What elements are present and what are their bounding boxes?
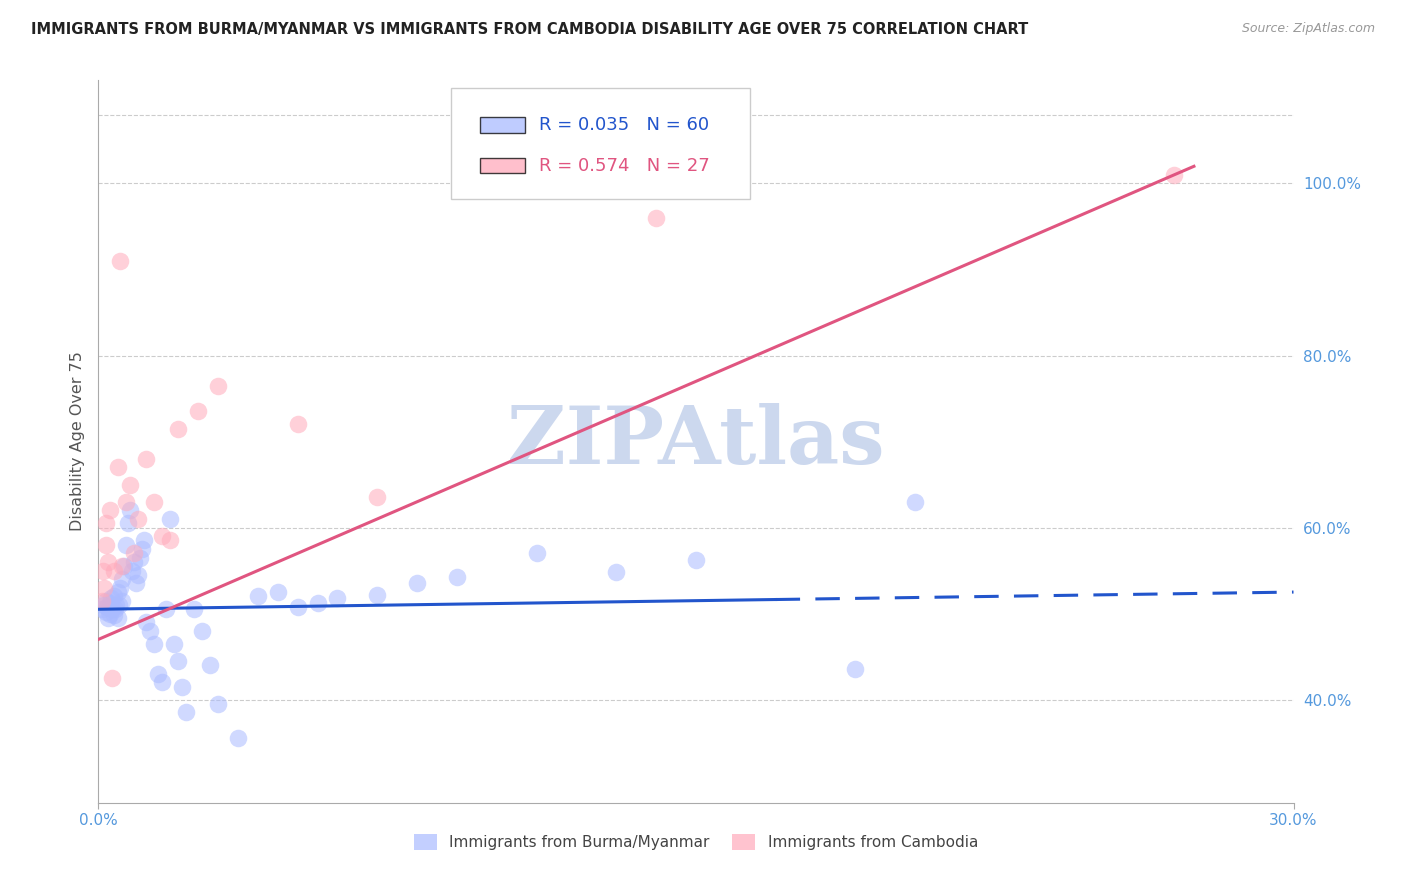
Point [97,555,120,569]
Point [107,611,129,625]
Point [131,542,153,557]
Point [127,567,149,582]
Point [159,533,181,548]
Text: R = 0.574   N = 27: R = 0.574 N = 27 [540,156,710,175]
Point [406,576,429,591]
Point [94,538,117,552]
Y-axis label: Disability Age Over 75: Disability Age Over 75 [69,351,84,532]
Point [120,477,142,491]
Point [366,588,388,602]
Point [127,512,149,526]
Point [198,658,221,673]
Point [98,596,121,610]
FancyBboxPatch shape [451,87,749,200]
Point [267,585,290,599]
Point [446,570,468,584]
Point [246,590,269,604]
Point [101,602,124,616]
Point [139,624,162,638]
Point [93,598,115,612]
Point [1163,168,1185,182]
Point [150,675,173,690]
Point [111,559,134,574]
Point [605,566,627,580]
Point [94,605,117,619]
Point [645,211,668,225]
Point [143,637,166,651]
Point [107,585,129,599]
Point [904,494,927,508]
Point [107,460,129,475]
Text: R = 0.035   N = 60: R = 0.035 N = 60 [540,116,710,134]
Point [287,599,309,614]
Point [125,576,148,591]
Point [108,598,131,612]
Point [174,706,197,720]
Point [105,598,128,612]
Point [100,591,122,606]
Point [110,581,132,595]
Point [101,671,124,685]
Point [97,611,120,625]
Point [115,538,138,552]
Point [96,516,118,531]
Point [124,555,146,569]
Legend: Immigrants from Burma/Myanmar, Immigrants from Cambodia: Immigrants from Burma/Myanmar, Immigrant… [408,829,984,856]
Point [159,512,181,526]
Point [93,581,115,595]
Text: ZIPAtlas: ZIPAtlas [508,402,884,481]
Point [98,607,122,621]
Point [287,417,309,432]
Point [526,546,548,560]
Point [226,731,249,746]
Point [207,697,229,711]
Text: Source: ZipAtlas.com: Source: ZipAtlas.com [1241,22,1375,36]
Point [307,596,329,610]
Point [110,593,132,607]
Point [685,553,707,567]
Point [143,494,166,508]
Point [98,503,122,517]
Point [134,533,156,548]
Point [117,516,139,531]
Point [326,591,349,606]
Point [187,404,209,418]
FancyBboxPatch shape [479,117,524,133]
Point [207,378,229,392]
Point [91,564,114,578]
Text: IMMIGRANTS FROM BURMA/MYANMAR VS IMMIGRANTS FROM CAMBODIA DISABILITY AGE OVER 75: IMMIGRANTS FROM BURMA/MYANMAR VS IMMIGRA… [31,22,1028,37]
Point [167,422,190,436]
Point [91,602,114,616]
Point [103,590,125,604]
Point [124,546,146,560]
Point [90,593,112,607]
Point [844,663,866,677]
Point [183,602,205,616]
Point [110,253,132,268]
Point [163,637,186,651]
Point [150,529,173,543]
Point [191,624,214,638]
Point [104,602,127,616]
Point [103,564,125,578]
Point [121,564,143,578]
Point [135,615,157,630]
Point [172,680,194,694]
FancyBboxPatch shape [479,158,524,173]
Point [103,608,125,623]
Point [129,550,152,565]
Point [111,572,134,586]
Point [96,599,118,614]
Point [155,602,177,616]
Point [120,503,142,517]
Point [112,559,135,574]
Point [96,593,118,607]
Point [366,491,388,505]
Point [115,494,138,508]
Point [148,666,170,681]
Point [135,451,157,466]
Point [167,654,190,668]
